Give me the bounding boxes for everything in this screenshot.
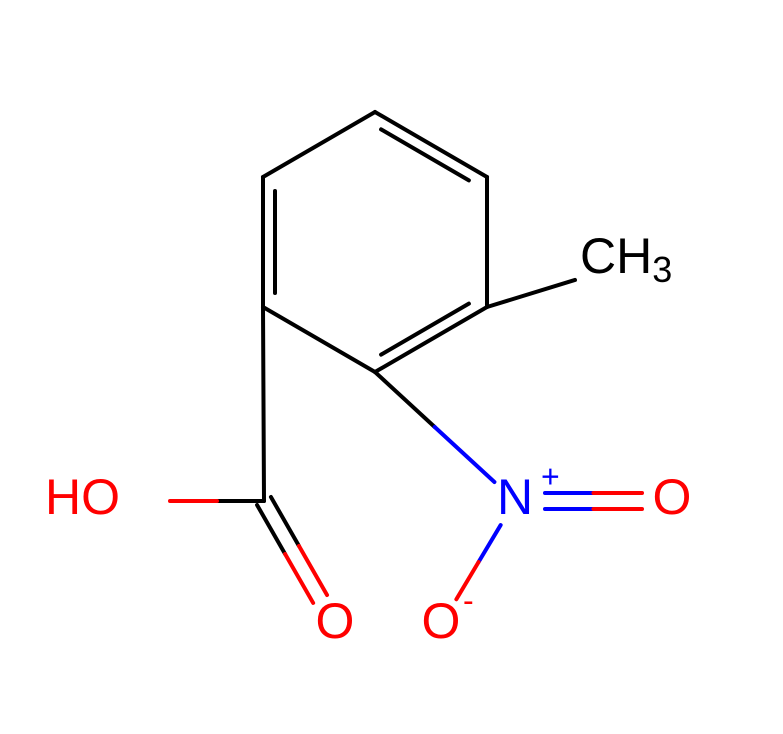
svg-text:HO: HO <box>45 469 120 525</box>
bond-line <box>381 129 469 180</box>
bond-line <box>263 112 375 177</box>
bond-line <box>435 427 495 482</box>
svg-text:O: O <box>653 469 692 525</box>
bond-line <box>263 307 264 501</box>
atom-label-O_OH: HO <box>45 469 120 525</box>
svg-text:+: + <box>541 458 560 494</box>
bond-line <box>375 112 487 177</box>
atom-label-O_N_dbl: O <box>653 469 692 525</box>
atom-label-O_N_minus: O- <box>422 582 474 649</box>
bond-line <box>263 307 375 372</box>
svg-text:O: O <box>422 593 461 649</box>
molecule-diagram: OHON+OO-CH3 <box>0 0 783 734</box>
bond-line <box>375 307 487 372</box>
svg-text:-: - <box>463 582 474 618</box>
bond-line <box>487 280 575 307</box>
svg-text:N: N <box>497 469 533 525</box>
atom-label-N: N+ <box>497 458 560 525</box>
svg-text:CH3: CH3 <box>580 228 672 289</box>
svg-text:O: O <box>316 593 355 649</box>
atom-label-CH3: CH3 <box>580 228 672 289</box>
bond-line <box>375 372 435 427</box>
bond-line <box>381 304 469 355</box>
bond-line <box>479 525 501 562</box>
atom-label-O_dbl: O <box>316 593 355 649</box>
